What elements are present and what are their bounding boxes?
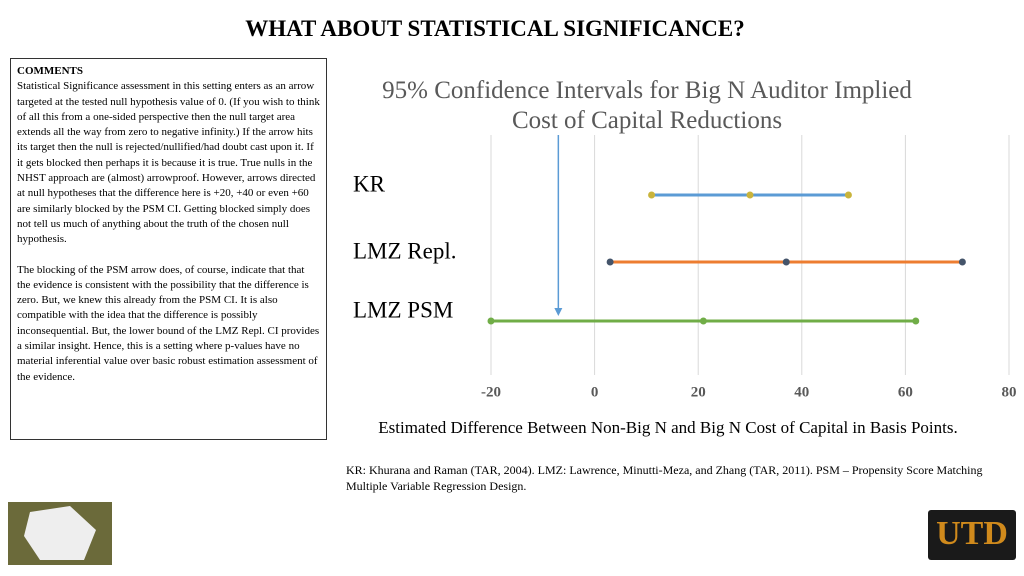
x-tick-label: -20 [481,384,501,400]
interval-point [699,317,707,325]
logo: UTD [936,515,1008,552]
comments-paragraph: The blocking of the PSM arrow does, of c… [17,263,320,383]
logo-box [928,510,1016,560]
category-label: LMZ Repl. [353,238,457,263]
comments-box: COMMENTS Statistical Significance assess… [10,58,327,440]
interval-high [844,191,852,199]
comments-paragraph: Statistical Significance assessment in t… [17,80,320,246]
null-arrow-head [554,308,563,316]
interval-low [487,317,495,325]
interval-low [606,258,614,266]
category-label: LMZ PSM [353,297,453,322]
category-label: KR [353,171,386,196]
slide-title: WHAT ABOUT STATISTICAL SIGNIFICANCE? [245,16,745,41]
dice-shape [24,506,96,560]
x-tick-label: 80 [1002,384,1017,400]
x-tick-label: 60 [898,384,913,400]
interval-point [746,191,754,199]
x-tick-label: 40 [794,384,809,400]
interval-point [782,258,790,266]
x-axis-title: Estimated Difference Between Non-Big N a… [378,418,958,437]
interval-low [648,191,656,199]
interval-high [912,317,920,325]
interval-high [958,258,966,266]
comments-heading: COMMENTS [17,65,83,77]
x-tick-label: 20 [691,384,706,400]
x-tick-label: 0 [591,384,599,400]
chart-title: 95% Confidence Intervals for Big N Audit… [382,77,912,134]
footnote: KR: Khurana and Raman (TAR, 2004). LMZ: … [346,463,983,493]
